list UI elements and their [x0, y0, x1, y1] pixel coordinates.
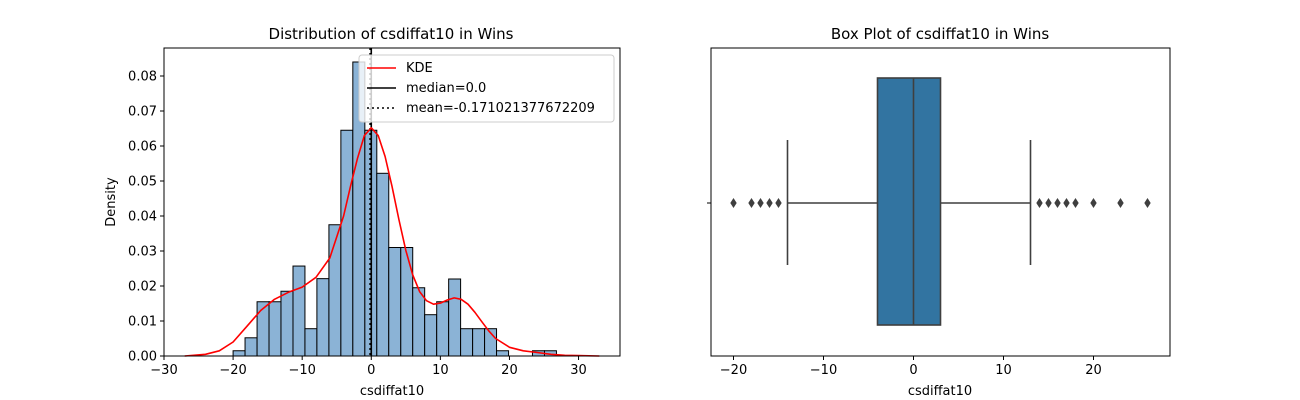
- box-plot-x-tick-label: 0: [909, 363, 917, 378]
- histogram-bar: [412, 287, 426, 357]
- histogram-y-tick-label: 0.02: [128, 280, 157, 295]
- histogram-bar: [244, 337, 258, 357]
- histogram-bar: [388, 247, 402, 357]
- box-plot-x-ticks: −20 −10 0 10 20: [720, 356, 1102, 378]
- histogram-x-tick-label: 10: [432, 363, 449, 378]
- outlier-point: [1063, 198, 1070, 208]
- outlier-point: [1036, 198, 1043, 208]
- histogram-bar: [424, 314, 438, 357]
- histogram-y-tick-label: 0.08: [128, 70, 157, 85]
- histogram-bar: [400, 247, 414, 357]
- histogram-y-tick-label: 0.05: [128, 175, 157, 190]
- histogram-bar: [292, 265, 306, 357]
- histogram-x-tick-label: −20: [219, 363, 246, 378]
- histogram-bar: [496, 350, 510, 357]
- histogram-bar: [436, 301, 450, 357]
- outlier-point: [730, 198, 737, 208]
- outlier-point: [757, 198, 764, 208]
- box-plot-chart: Box Plot of csdiffat10 in Wins −20 −10 0 10…: [707, 25, 1171, 399]
- outlier-point: [748, 198, 755, 208]
- histogram-y-tick-label: 0.00: [128, 350, 157, 365]
- box-plot-body: [730, 77, 1151, 326]
- outlier-point: [1144, 198, 1151, 208]
- histogram-bar: [232, 350, 246, 357]
- histogram-y-axis-label: Density: [104, 177, 119, 227]
- histogram-bar: [376, 172, 390, 357]
- histogram-axes-frame: [163, 47, 621, 357]
- histogram-y-tick-label: 0.01: [128, 315, 157, 330]
- histogram-bar: [460, 328, 474, 357]
- histogram-title: Distribution of csdiffat10 in Wins: [269, 25, 514, 43]
- legend-median-label: median=0.0: [406, 81, 486, 96]
- histogram-x-tick-label: −10: [288, 363, 315, 378]
- histogram-x-ticks: −30 −20 −10 0 10 20 30: [150, 356, 587, 378]
- box-plot-x-axis-label: csdiffat10: [908, 384, 972, 399]
- outlier-point: [1045, 198, 1052, 208]
- histogram-x-tick-label: 30: [570, 363, 587, 378]
- outlier-point: [766, 198, 773, 208]
- histogram-x-tick-label: 20: [501, 363, 518, 378]
- interquartile-box: [876, 77, 942, 326]
- outlier-point: [1090, 198, 1097, 208]
- box-plot-axes-frame: [710, 47, 1171, 357]
- box-plot-x-tick-label: 20: [1085, 363, 1102, 378]
- histogram-bar: [472, 328, 486, 357]
- histogram-y-tick-label: 0.07: [128, 105, 157, 120]
- histogram-x-tick-label: 0: [367, 363, 375, 378]
- histogram-x-axis-label: csdiffat10: [360, 384, 424, 399]
- histogram-y-tick-label: 0.03: [128, 245, 157, 260]
- histogram-bar: [280, 290, 294, 357]
- histogram-chart: Distribution of csdiffat10 in Wins −30 −2…: [104, 25, 621, 399]
- outlier-point: [1054, 198, 1061, 208]
- histogram-y-tick-label: 0.04: [128, 210, 157, 225]
- outlier-point: [775, 198, 782, 208]
- kde-curve-group: [184, 127, 600, 357]
- outlier-point: [1117, 198, 1124, 208]
- histogram-x-tick-label: −30: [150, 363, 177, 378]
- legend-mean-label: mean=-0.171021377672209: [406, 101, 595, 116]
- box-plot-title: Box Plot of csdiffat10 in Wins: [831, 25, 1050, 43]
- box-plot-x-tick-label: −10: [810, 363, 837, 378]
- histogram-y-ticks: 0.00 0.01 0.02 0.03 0.04 0.05 0.06 0.07 0.08: [128, 70, 164, 365]
- histogram-bar: [304, 328, 318, 357]
- histogram-bar: [268, 301, 282, 357]
- kde-curve: [184, 127, 600, 357]
- legend-box: [358, 54, 615, 123]
- box-plot-x-tick-label: −20: [720, 363, 747, 378]
- histogram-bar: [448, 278, 462, 357]
- outlier-point: [1072, 198, 1079, 208]
- box-plot-x-tick-label: 10: [995, 363, 1012, 378]
- legend-kde-label: KDE: [406, 61, 433, 76]
- histogram-bar: [340, 129, 354, 357]
- histogram-bar: [316, 278, 330, 357]
- histogram-legend: KDE median=0.0 mean=-0.171021377672209: [358, 54, 615, 123]
- histogram-bar: [256, 301, 270, 357]
- histogram-y-tick-label: 0.06: [128, 140, 157, 155]
